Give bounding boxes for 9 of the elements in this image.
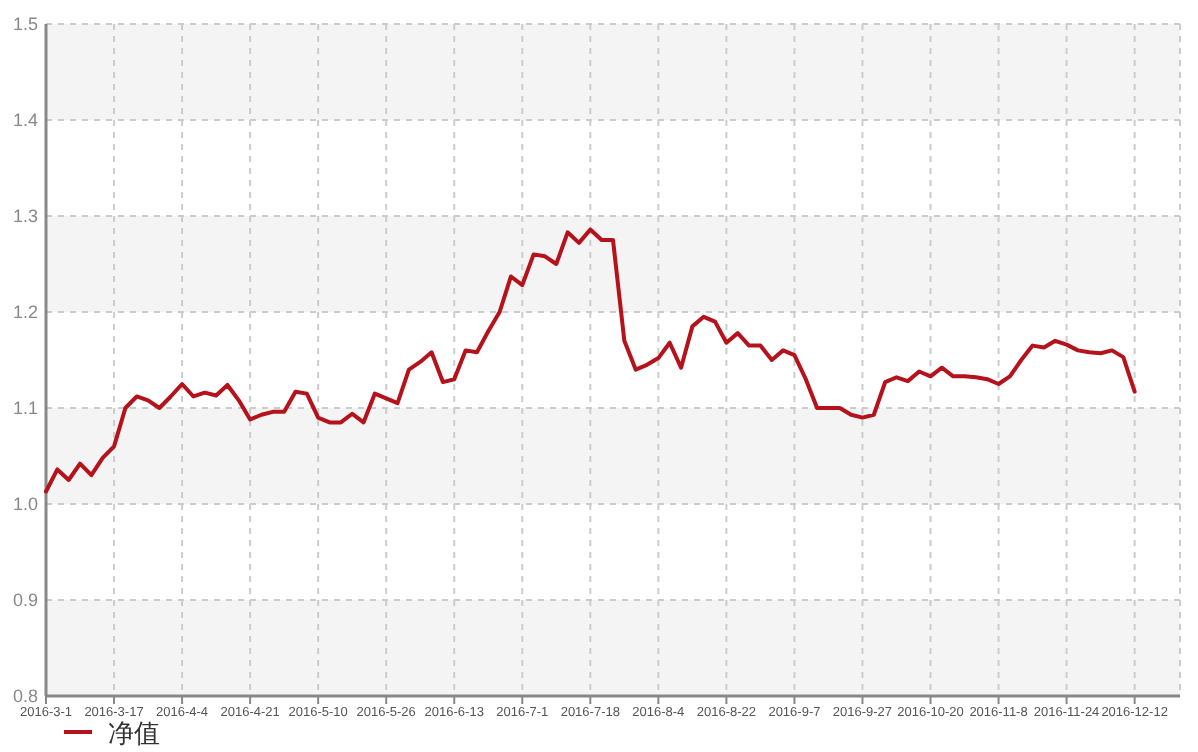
legend-label: 净值 (108, 718, 160, 748)
y-tick-label: 1.0 (12, 494, 38, 514)
y-tick-label: 1.3 (12, 206, 38, 226)
y-tick-label: 1.2 (12, 302, 38, 322)
y-tick-label: 1.4 (12, 110, 38, 130)
y-tick-label: 1.5 (12, 14, 38, 34)
y-tick-label: 0.8 (12, 686, 38, 706)
y-tick-label: 1.1 (12, 398, 38, 418)
y-tick-label: 0.9 (12, 590, 38, 610)
